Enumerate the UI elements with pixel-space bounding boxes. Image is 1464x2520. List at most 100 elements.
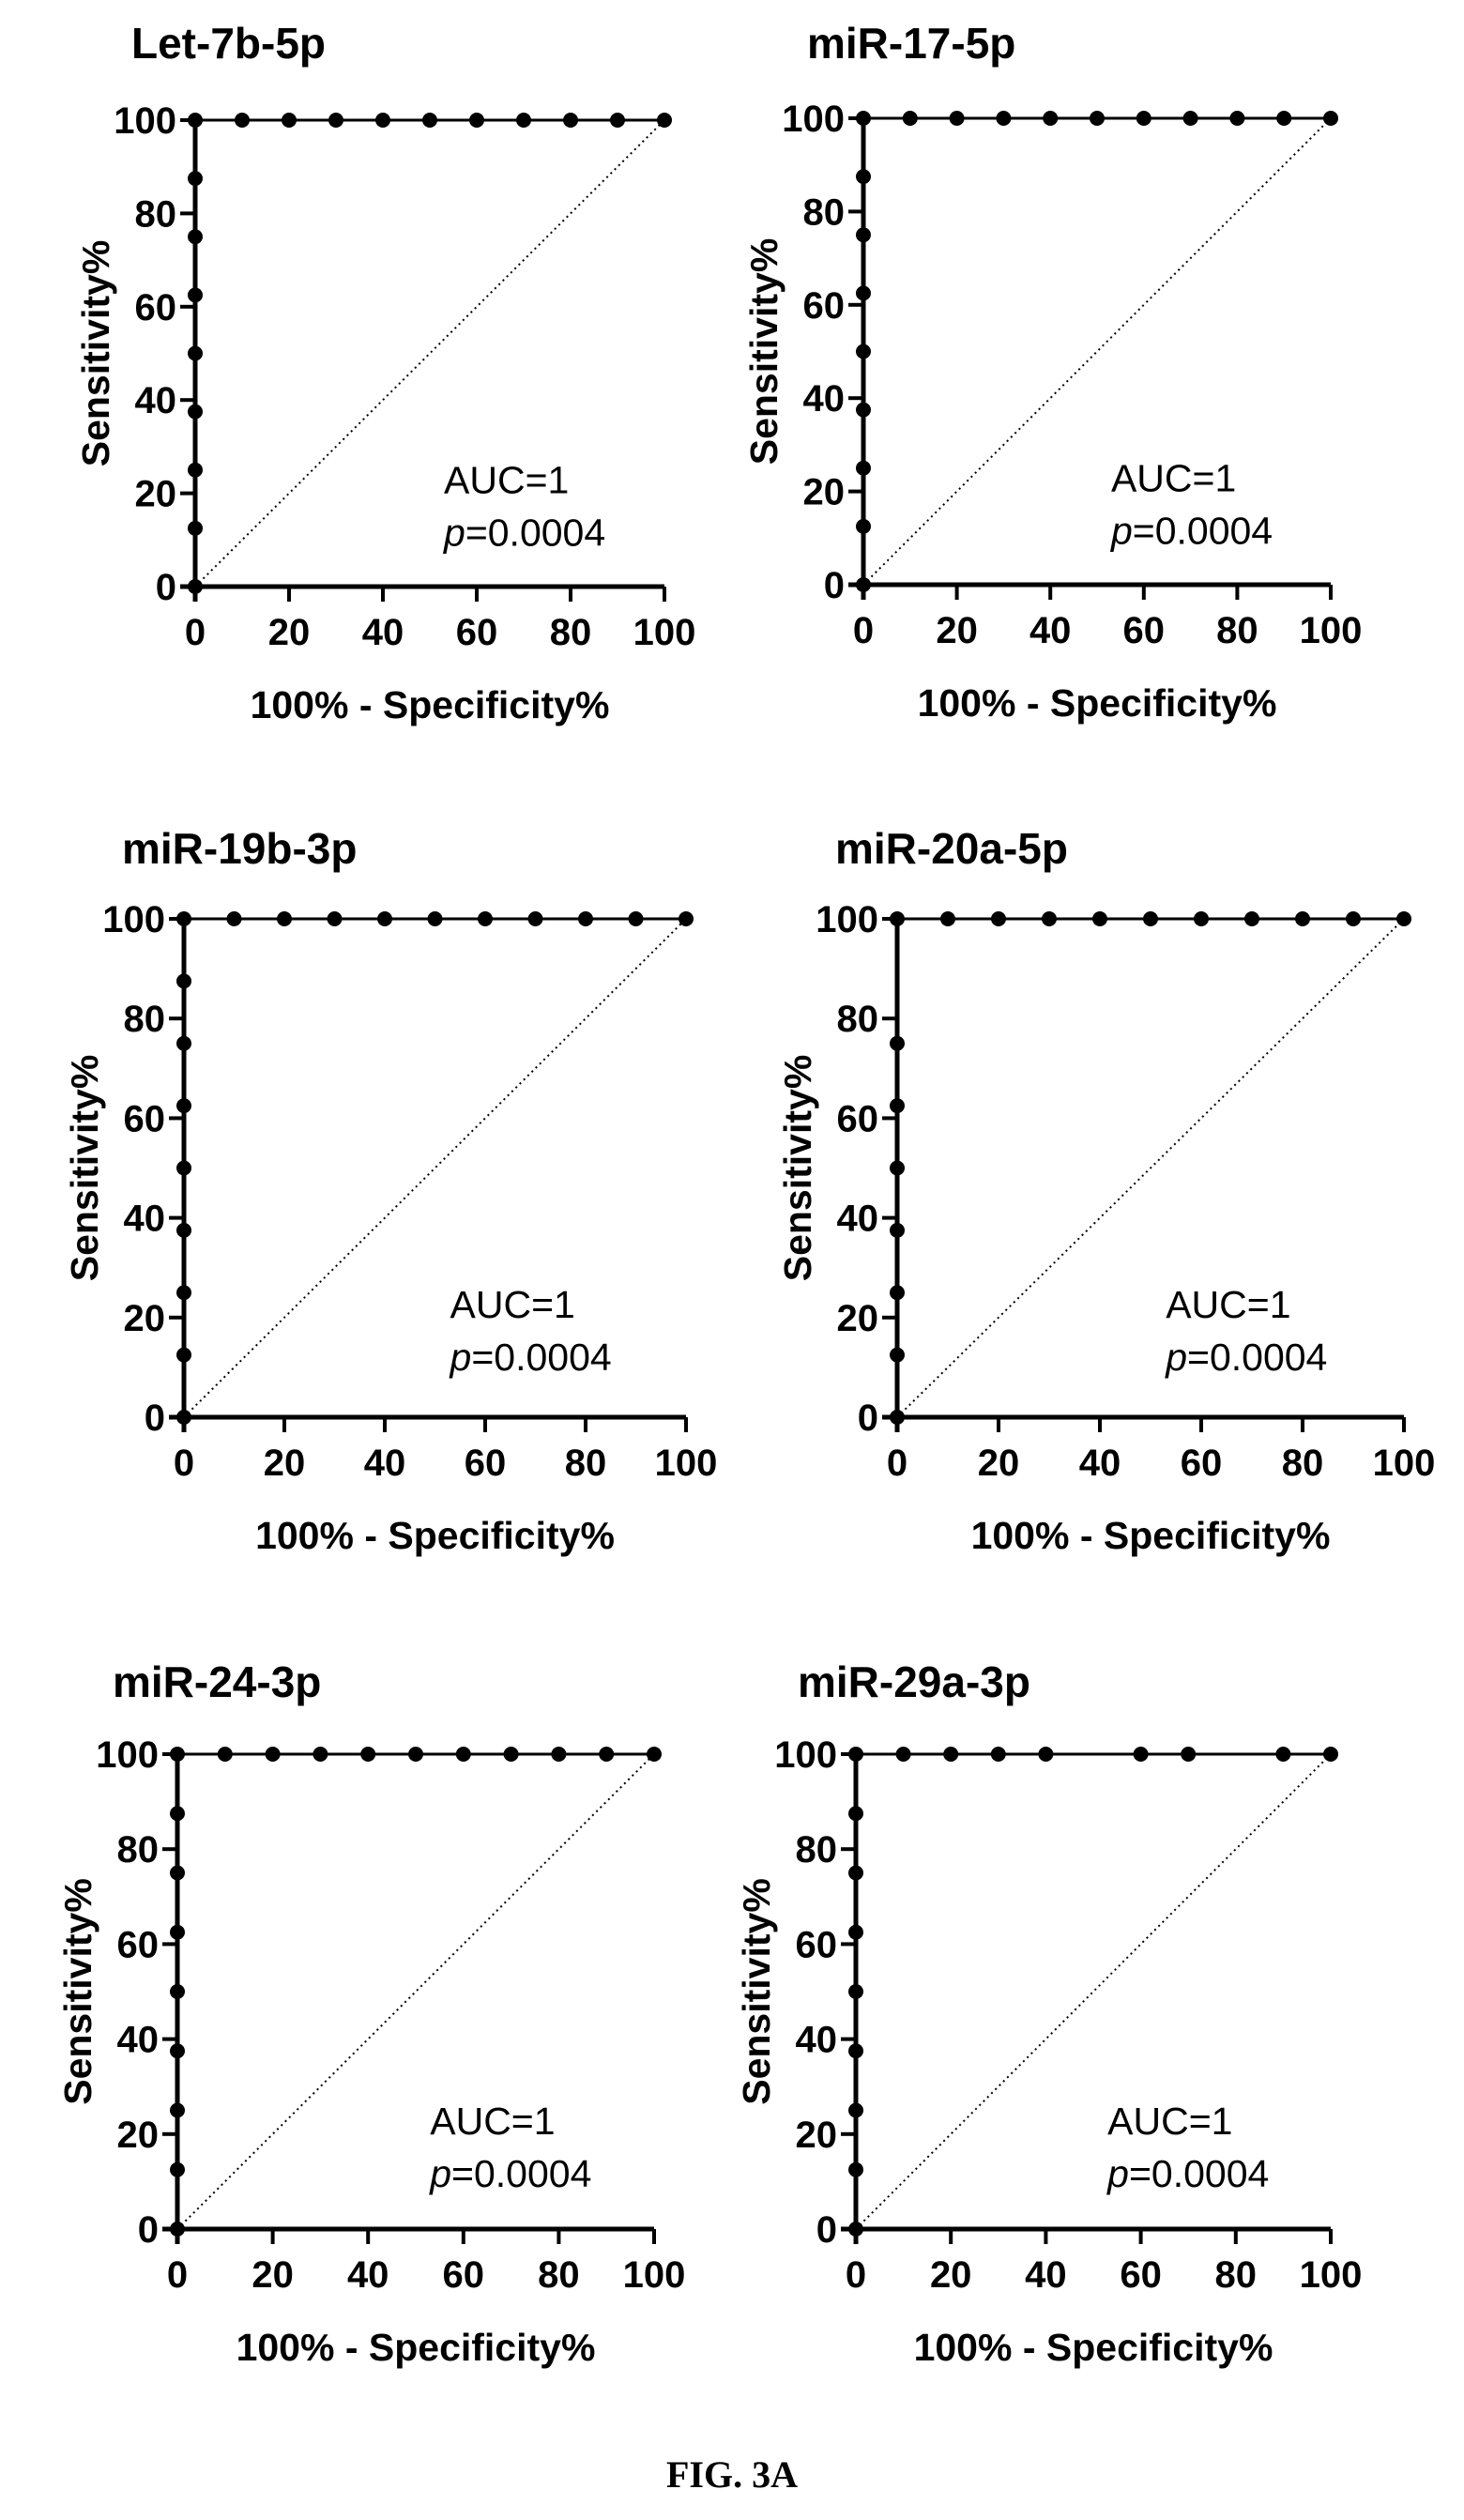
roc-point (599, 1747, 615, 1762)
p-value: =0.0004 (1129, 2152, 1269, 2195)
y-tick-label: 0 (145, 1397, 165, 1439)
x-tick-label: 40 (1029, 610, 1072, 651)
roc-point (360, 1747, 376, 1762)
roc-point (469, 113, 484, 128)
roc-point (1346, 911, 1361, 926)
roc-point (1276, 111, 1292, 126)
p-symbol: p (1164, 1336, 1187, 1379)
x-tick-label: 60 (456, 612, 498, 653)
figure-label: FIG. 3A (666, 2453, 798, 2496)
roc-point (1323, 111, 1338, 126)
roc-point (1229, 111, 1245, 126)
p-value: =0.0004 (465, 512, 605, 555)
roc-point (176, 1347, 191, 1363)
y-axis-label: Sensitivity% (776, 1055, 819, 1282)
y-tick-label: 60 (796, 1924, 838, 1965)
roc-panel: miR-29a-3p 0 20 40 60 80 100 0 20 40 60 80 100 100% -… (735, 1657, 1362, 2369)
p-symbol: p (428, 2152, 451, 2195)
roc-point (170, 2102, 185, 2118)
y-axis-label: Sensitivity% (74, 240, 117, 467)
y-tick-label: 40 (135, 380, 177, 421)
auc-annotation: AUC=1 (444, 459, 569, 502)
roc-point (848, 1924, 863, 1940)
roc-point (890, 1410, 905, 1425)
x-axis-label: 100% - Specificity% (918, 681, 1277, 725)
x-tick-label: 0 (174, 1443, 194, 1484)
roc-point (408, 1747, 423, 1762)
x-tick-label: 20 (978, 1443, 1020, 1484)
roc-point (848, 1747, 863, 1762)
roc-point (848, 1806, 863, 1822)
roc-point (890, 1285, 905, 1301)
x-tick-label: 100 (1300, 610, 1363, 651)
x-tick-label: 100 (623, 2254, 686, 2296)
auc-annotation: AUC=1 (1166, 1283, 1290, 1326)
roc-point (170, 1984, 185, 1999)
roc-point (610, 113, 625, 128)
roc-point (1323, 1747, 1338, 1762)
y-tick-label: 20 (135, 474, 177, 515)
roc-point (856, 460, 871, 476)
x-tick-label: 100 (655, 1443, 718, 1484)
roc-point (188, 229, 203, 245)
roc-point (628, 911, 644, 926)
roc-point (563, 113, 578, 128)
y-tick-label: 100 (774, 1734, 837, 1776)
roc-point (1182, 111, 1198, 126)
y-tick-label: 0 (824, 565, 845, 606)
roc-point (940, 911, 955, 926)
auc-annotation: AUC=1 (1107, 2100, 1232, 2143)
roc-point (527, 911, 543, 926)
p-symbol: p (449, 1336, 472, 1379)
roc-point (848, 2043, 863, 2059)
roc-point (170, 1806, 185, 1822)
x-tick-label: 80 (1282, 1443, 1324, 1484)
roc-point (176, 911, 191, 926)
roc-point (991, 911, 1006, 926)
roc-point (375, 113, 390, 128)
y-tick-label: 60 (135, 287, 177, 328)
roc-point (1038, 1747, 1054, 1762)
y-axis-label: Sensitivity% (735, 1878, 778, 2105)
x-axis-label: 100% - Specificity% (236, 2326, 596, 2369)
x-tick-label: 60 (443, 2254, 485, 2296)
y-tick-label: 100 (114, 100, 176, 142)
roc-point (455, 1747, 471, 1762)
y-tick-label: 20 (796, 2115, 838, 2156)
p-value: =0.0004 (1187, 1336, 1327, 1379)
roc-point (188, 579, 203, 594)
x-axis-label: 100% - Specificity% (255, 1514, 615, 1557)
roc-point (516, 113, 531, 128)
p-value-annotation: p=0.0004 (1106, 2152, 1269, 2195)
roc-point (235, 113, 250, 128)
roc-panel: miR-20a-5p 0 20 40 60 80 100 0 20 40 60 80 100 100% -… (776, 824, 1435, 1557)
roc-point (1244, 911, 1259, 926)
roc-point (328, 113, 343, 128)
roc-point (377, 911, 392, 926)
y-tick-label: 0 (156, 567, 176, 608)
x-tick-label: 40 (364, 1443, 406, 1484)
roc-point (578, 911, 593, 926)
y-tick-label: 0 (858, 1397, 878, 1439)
y-tick-label: 100 (782, 99, 845, 140)
roc-point (848, 1984, 863, 1999)
y-tick-label: 40 (837, 1199, 879, 1240)
y-tick-label: 60 (803, 285, 846, 327)
y-tick-label: 0 (816, 2209, 837, 2251)
y-tick-label: 40 (117, 2020, 160, 2061)
roc-point (170, 1924, 185, 1940)
reference-diagonal (896, 918, 1405, 1418)
panel-title: Let-7b-5p (131, 19, 326, 68)
x-tick-label: 80 (550, 612, 592, 653)
roc-point (503, 1747, 519, 1762)
p-value-annotation: p=0.0004 (442, 512, 605, 555)
x-tick-label: 60 (1123, 610, 1166, 651)
panel-title: miR-19b-3p (122, 824, 357, 873)
roc-point (890, 1160, 905, 1176)
x-tick-label: 80 (1215, 2254, 1258, 2296)
auc-annotation: AUC=1 (430, 2100, 555, 2143)
roc-point (856, 285, 871, 301)
x-tick-label: 0 (887, 1443, 907, 1484)
panel-title: miR-20a-5p (835, 824, 1068, 873)
x-tick-label: 100 (633, 612, 696, 653)
